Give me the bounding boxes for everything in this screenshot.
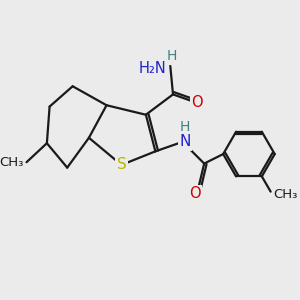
Text: H₂N: H₂N bbox=[139, 61, 166, 76]
Text: N: N bbox=[179, 134, 191, 149]
Text: H: H bbox=[167, 50, 177, 63]
Text: H: H bbox=[180, 120, 190, 134]
Text: S: S bbox=[117, 158, 126, 172]
Text: CH₃: CH₃ bbox=[0, 156, 24, 169]
Text: O: O bbox=[192, 95, 203, 110]
Text: O: O bbox=[189, 186, 200, 201]
Text: CH₃: CH₃ bbox=[273, 188, 298, 201]
